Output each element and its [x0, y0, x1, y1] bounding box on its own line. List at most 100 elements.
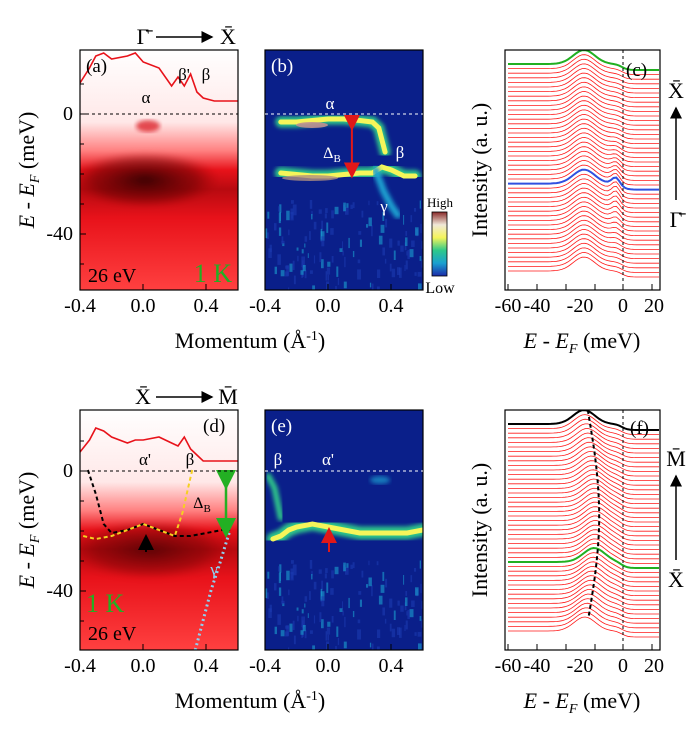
noise-speck	[400, 605, 404, 612]
noise-speck	[302, 625, 306, 632]
noise-speck	[286, 210, 290, 221]
noise-speck	[352, 202, 355, 209]
noise-speck	[344, 256, 346, 268]
noise-speck	[296, 247, 299, 251]
edc-curve	[508, 68, 659, 89]
edc-curve	[508, 173, 659, 195]
edc-curve	[508, 132, 659, 154]
noise-speck	[403, 215, 405, 225]
noise-speck	[278, 227, 282, 236]
noise-speck	[371, 585, 373, 597]
edc-curve	[508, 570, 659, 592]
noise-speck	[405, 620, 408, 630]
temperature-label: 1 K	[194, 259, 233, 288]
noise-speck	[300, 630, 304, 635]
noise-speck	[309, 630, 313, 634]
noise-speck	[368, 217, 372, 227]
noise-speck	[368, 577, 372, 587]
noise-speck	[277, 254, 281, 265]
noise-speck	[304, 236, 308, 242]
panel-b: (b) α ΔB β γ High Low -0.4 0.0 0.4	[249, 49, 455, 317]
noise-speck	[417, 271, 422, 277]
noise-speck	[404, 602, 407, 611]
edc-curve	[508, 611, 659, 633]
edc-curve	[508, 160, 659, 181]
band-label-beta: β	[202, 65, 211, 84]
xlabel-energy-bottom: E - EF (meV)	[523, 688, 641, 717]
noise-speck	[377, 629, 381, 638]
edc-curve	[508, 483, 659, 505]
edc-curve	[508, 524, 659, 546]
noise-speck	[309, 270, 313, 274]
noise-speck	[345, 207, 349, 215]
panel-f: (f) M̄ X̄ Intensity (a. u.) -60 -40 -20 …	[467, 409, 686, 717]
noise-speck	[266, 232, 269, 239]
noise-speck	[352, 251, 355, 258]
ylabel-intensity-top: Intensity (a. u.)	[467, 103, 492, 237]
noise-speck	[278, 566, 280, 572]
noise-speck	[384, 618, 387, 624]
colorbar-high: High	[427, 195, 454, 210]
ylabel-intensity-bottom: Intensity (a. u.)	[467, 463, 492, 597]
edc-curve	[508, 100, 659, 121]
ylabel-energy-bottom: E - EF (meV)	[14, 472, 43, 590]
edc-curve	[508, 146, 659, 168]
noise-speck	[325, 271, 328, 281]
noise-speck	[371, 283, 374, 290]
noise-speck	[291, 200, 294, 204]
noise-speck	[350, 564, 353, 569]
noise-speck	[380, 584, 385, 593]
noise-speck	[411, 240, 415, 247]
noise-speck	[331, 616, 334, 623]
edc-curve	[508, 460, 659, 482]
end-label-bottom: Γ̄	[670, 207, 687, 232]
noise-speck	[327, 621, 331, 627]
edc-curve	[508, 141, 659, 163]
edc-curve	[508, 510, 659, 532]
noise-speck	[293, 275, 296, 285]
noise-speck	[290, 208, 294, 215]
edc-curve	[508, 575, 659, 596]
direction-bottom: X̄ M̄	[135, 384, 238, 409]
noise-speck	[309, 591, 311, 600]
noise-speck	[274, 626, 277, 635]
noise-speck	[414, 632, 417, 636]
noise-speck	[397, 240, 400, 246]
noise-speck	[345, 567, 349, 575]
edc-curve	[508, 492, 659, 514]
noise-speck	[348, 237, 350, 249]
panel-label-f: (f)	[630, 418, 649, 439]
noise-speck	[330, 588, 334, 595]
noise-speck	[274, 583, 277, 591]
noise-speck	[267, 571, 270, 579]
noise-speck	[339, 248, 343, 252]
noise-speck	[352, 611, 355, 618]
noise-speck	[342, 250, 344, 256]
noise-speck	[313, 615, 316, 624]
noise-speck	[421, 241, 423, 249]
edc-curve	[508, 238, 659, 260]
x-tick-label: 0.0	[316, 655, 341, 677]
temperature-label: 1 K	[86, 589, 125, 618]
noise-speck	[404, 265, 406, 271]
noise-speck	[297, 255, 299, 262]
noise-speck	[403, 575, 405, 585]
edc-curve	[508, 441, 659, 463]
noise-speck	[290, 568, 294, 575]
edc-curve	[508, 506, 659, 527]
edc-curve	[508, 63, 659, 85]
noise-speck	[297, 615, 299, 622]
noise-speck	[318, 569, 322, 574]
x-ticks-c	[507, 284, 653, 290]
edc-curve	[508, 546, 659, 569]
noise-speck	[291, 560, 294, 564]
noise-speck	[304, 630, 307, 639]
panel-a: (a) α β' β 26 eV 1 K 0 -40 -0.4 0.0 0.4	[46, 49, 239, 317]
noise-speck	[377, 269, 381, 278]
x-tick-label: -40	[524, 655, 551, 677]
noise-speck	[382, 571, 385, 581]
edc-curve	[508, 478, 659, 500]
band-label-alpha: α	[326, 94, 335, 113]
y-ticks-a	[80, 83, 86, 265]
edc-curve	[508, 192, 659, 214]
